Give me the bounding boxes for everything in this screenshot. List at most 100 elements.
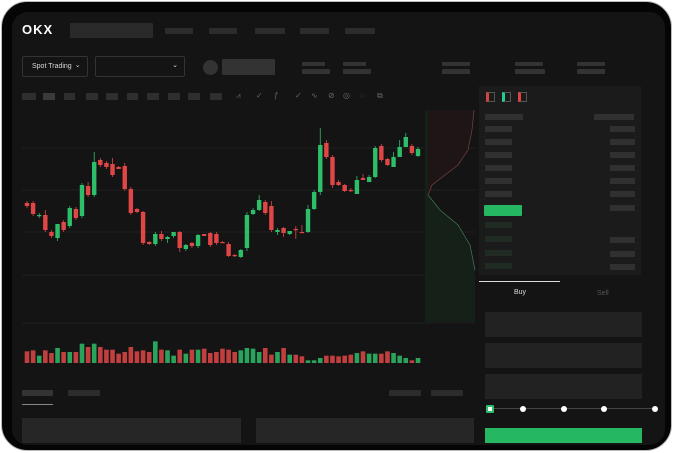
- volume-bar: [379, 353, 384, 363]
- search-bar[interactable]: [70, 23, 153, 38]
- orderbook-sell-icon[interactable]: [518, 92, 527, 102]
- volume-bar: [348, 354, 354, 363]
- ask-amount: [610, 205, 635, 211]
- interval-button[interactable]: [127, 93, 138, 100]
- candle-body: [61, 222, 66, 230]
- interval-button[interactable]: [106, 93, 118, 100]
- interval-button[interactable]: [64, 93, 75, 100]
- interval-button[interactable]: [86, 93, 98, 100]
- volume-bar: [152, 341, 158, 363]
- volume-bar: [244, 348, 250, 363]
- candle-body: [159, 234, 164, 239]
- interval-button[interactable]: [168, 93, 180, 100]
- candle-body: [195, 235, 201, 246]
- volume-bar: [220, 348, 225, 363]
- amount-slider-handle[interactable]: [486, 405, 494, 413]
- volume-bar: [305, 360, 311, 363]
- slider-stop-50[interactable]: [561, 406, 567, 412]
- amount-input[interactable]: [485, 343, 642, 368]
- interval-button[interactable]: [22, 93, 36, 100]
- sell-tab[interactable]: Sell: [597, 290, 609, 297]
- candle-body: [189, 243, 195, 246]
- pen-icon[interactable]: ⊘: [328, 91, 335, 100]
- nav-item-1[interactable]: [165, 28, 193, 34]
- volume-bar: [238, 350, 244, 363]
- interval-button[interactable]: [147, 93, 159, 100]
- nav-item-3[interactable]: [255, 28, 285, 34]
- total-input[interactable]: [485, 374, 642, 399]
- volume-bar: [385, 351, 390, 363]
- bid-amount: [610, 251, 635, 257]
- price-input[interactable]: [485, 312, 642, 337]
- volume-bar: [67, 352, 73, 363]
- volume-bar: [415, 358, 421, 363]
- candle-body: [73, 209, 79, 218]
- filter-button-1[interactable]: [389, 390, 421, 396]
- orderbook-buy-icon[interactable]: [502, 92, 511, 102]
- candle-body: [37, 215, 42, 217]
- volume-bar: [336, 356, 341, 363]
- orderbook-header-price: [485, 114, 523, 120]
- settings-icon[interactable]: ◌: [360, 91, 365, 100]
- volume-bar: [183, 353, 189, 363]
- nav-item-2[interactable]: [209, 28, 237, 34]
- orders-tab[interactable]: [22, 390, 53, 396]
- fullscreen-icon[interactable]: ⧉: [377, 91, 383, 100]
- amount-slider-track[interactable]: [490, 408, 655, 409]
- interval-button[interactable]: [188, 93, 200, 100]
- volume-bar: [330, 355, 335, 363]
- interval-button-active[interactable]: [43, 93, 55, 100]
- volume-bar: [232, 352, 238, 363]
- volume-bar: [269, 354, 274, 363]
- candle-body: [342, 185, 347, 191]
- market-type-dropdown[interactable]: Spot Trading ⌄: [22, 56, 88, 77]
- filter-button-2[interactable]: [431, 390, 463, 396]
- stat-value-3: [442, 69, 470, 74]
- slider-stop-25[interactable]: [520, 406, 526, 412]
- orders-panel-right: [256, 418, 474, 443]
- fx-icon[interactable]: ƒ: [274, 91, 279, 100]
- market-type-label: Spot Trading: [32, 63, 72, 70]
- slider-stop-75[interactable]: [601, 406, 607, 412]
- volume-bar: [391, 353, 396, 363]
- interval-button[interactable]: [210, 93, 222, 100]
- volume-bar: [342, 355, 347, 363]
- candle-body: [153, 234, 158, 244]
- volume-bar: [79, 343, 85, 363]
- volume-bar: [360, 351, 366, 363]
- slider-stop-100[interactable]: [652, 406, 658, 412]
- candle-body: [305, 209, 311, 232]
- target-icon[interactable]: ◎: [343, 91, 350, 100]
- volume-bar: [61, 352, 66, 363]
- ask-price: [485, 152, 512, 158]
- volume-bar: [146, 352, 152, 363]
- pair-dropdown[interactable]: ⌄: [95, 56, 185, 77]
- candle-body: [391, 157, 396, 167]
- okx-logo[interactable]: OKX: [22, 22, 54, 37]
- candle-body: [379, 146, 384, 160]
- volume-bar: [275, 352, 280, 363]
- candle-body: [281, 228, 286, 233]
- buy-tab[interactable]: Buy: [514, 289, 527, 296]
- nav-item-4[interactable]: [300, 28, 329, 34]
- indicator-icon[interactable]: ✓: [256, 91, 263, 100]
- buy-submit-button[interactable]: [485, 428, 642, 443]
- ask-amount: [610, 126, 635, 132]
- chevron-icon[interactable]: ✓: [295, 91, 302, 100]
- history-tab[interactable]: [68, 390, 100, 396]
- volume-bar: [311, 360, 317, 363]
- candle-type-icon[interactable]: ⩘: [236, 91, 241, 100]
- ask-amount: [610, 152, 635, 158]
- nav-item-5[interactable]: [345, 28, 375, 34]
- candle-body: [67, 208, 72, 226]
- volume-bar: [214, 352, 219, 363]
- bid-price: [485, 222, 512, 228]
- volume-bar: [201, 348, 207, 363]
- coin-icon: [203, 60, 218, 75]
- line-tool-icon[interactable]: ∿: [311, 91, 318, 100]
- orderbook-both-icon[interactable]: [486, 92, 495, 102]
- ask-price: [485, 165, 512, 171]
- candle-body: [238, 250, 244, 257]
- candle-body: [269, 206, 274, 230]
